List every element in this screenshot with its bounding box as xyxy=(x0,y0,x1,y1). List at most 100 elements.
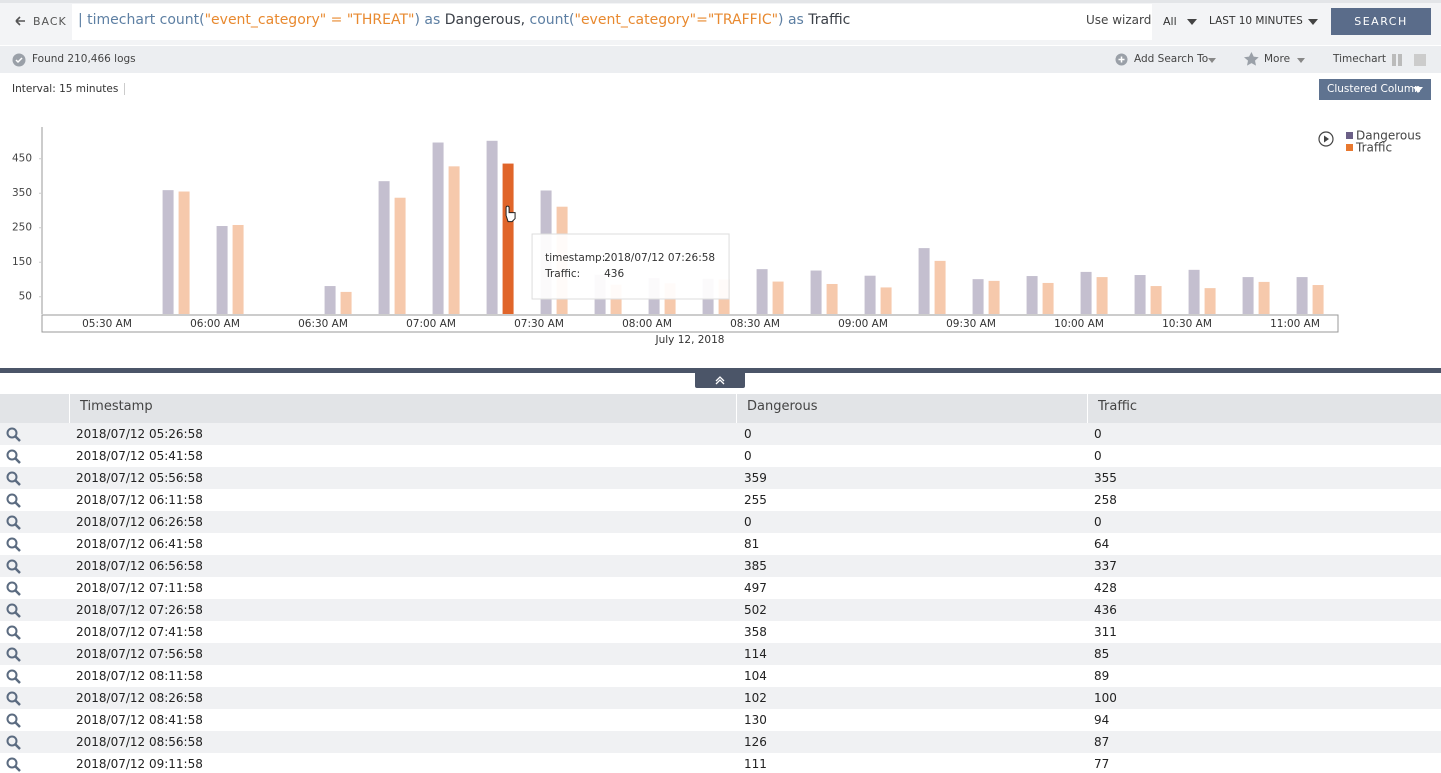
dropdown-caret xyxy=(1413,87,1423,93)
table-cell: 337 xyxy=(1094,559,1117,573)
y-tick-label: 350 xyxy=(12,187,32,199)
inspect-icon[interactable] xyxy=(6,449,22,465)
bar xyxy=(880,287,892,314)
table-cell: 0 xyxy=(1094,427,1102,441)
table-body: 2018/07/12 05:26:58 0 0 2018/07/12 05:41:58… xyxy=(0,423,1441,773)
table-row: 2018/07/12 07:11:58 497 428 xyxy=(0,577,1441,599)
bar xyxy=(1242,277,1254,314)
table-header xyxy=(0,394,1441,423)
bar xyxy=(448,166,460,314)
table-cell: 85 xyxy=(1094,647,1110,661)
view-toggle[interactable] xyxy=(1392,53,1428,67)
bar xyxy=(178,191,190,314)
column-header[interactable]: Traffic xyxy=(1098,399,1138,414)
divider[interactable] xyxy=(0,368,1441,373)
table-cell: 89 xyxy=(1094,669,1110,683)
more-menu[interactable]: More xyxy=(1264,53,1291,65)
table-cell: 2018/07/12 08:56:58 xyxy=(76,735,203,749)
bar xyxy=(432,142,444,314)
query-token: ) as xyxy=(414,12,445,28)
table-cell: 0 xyxy=(744,515,752,529)
table-cell: 126 xyxy=(744,735,767,749)
inspect-icon[interactable] xyxy=(6,559,22,575)
bar xyxy=(394,197,406,314)
cursor-icon xyxy=(505,205,516,223)
x-tick-label: 10:00 AM xyxy=(1054,318,1104,330)
inspect-icon[interactable] xyxy=(6,713,22,729)
table-cell: 0 xyxy=(1094,515,1102,529)
table-cell: 2018/07/12 07:26:58 xyxy=(76,603,203,617)
collapse-handle[interactable] xyxy=(695,371,745,388)
table-row: 2018/07/12 06:26:58 0 0 xyxy=(0,511,1441,533)
table-cell: 2018/07/12 08:41:58 xyxy=(76,713,203,727)
inspect-icon[interactable] xyxy=(6,735,22,751)
table-cell: 385 xyxy=(744,559,767,573)
interval-label: Interval: 15 minutes xyxy=(12,83,126,95)
legend-swatch xyxy=(1346,144,1353,151)
inspect-icon[interactable] xyxy=(6,625,22,641)
x-axis-box xyxy=(41,314,1339,333)
table-row: 2018/07/12 05:41:58 0 0 xyxy=(0,445,1441,467)
table-cell: 428 xyxy=(1094,581,1117,595)
back-arrow[interactable] xyxy=(14,15,26,27)
inspect-icon[interactable] xyxy=(6,757,22,773)
bar xyxy=(378,181,390,314)
table-cell: 311 xyxy=(1094,625,1117,639)
inspect-icon[interactable] xyxy=(6,669,22,685)
add-search-menu[interactable]: Add Search To xyxy=(1134,53,1209,65)
x-tick-label: 08:00 AM xyxy=(622,318,672,330)
table-cell: 2018/07/12 08:26:58 xyxy=(76,691,203,705)
table-row: 2018/07/12 07:41:58 358 311 xyxy=(0,621,1441,643)
table-cell: 2018/07/12 06:56:58 xyxy=(76,559,203,573)
inspect-icon[interactable] xyxy=(6,647,22,663)
bar xyxy=(1096,277,1108,314)
inspect-icon[interactable] xyxy=(6,493,22,509)
column-header[interactable]: Dangerous xyxy=(747,399,818,414)
query-token: ) as xyxy=(778,12,809,28)
x-tick-label: 10:30 AM xyxy=(1162,318,1212,330)
table-row: 2018/07/12 06:11:58 255 258 xyxy=(0,489,1441,511)
scope-select[interactable]: All xyxy=(1163,15,1177,28)
inspect-icon[interactable] xyxy=(6,603,22,619)
table-cell: 2018/07/12 05:41:58 xyxy=(76,449,203,463)
bar xyxy=(1026,276,1038,314)
bar xyxy=(502,163,514,314)
inspect-icon[interactable] xyxy=(6,515,22,531)
range-select[interactable]: LAST 10 MINUTES xyxy=(1209,15,1303,27)
bar xyxy=(216,226,228,314)
check-icon xyxy=(12,53,26,67)
bar xyxy=(1042,282,1054,314)
inspect-icon[interactable] xyxy=(6,471,22,487)
inspect-icon[interactable] xyxy=(6,581,22,597)
table-cell: 0 xyxy=(744,427,752,441)
table-cell: 87 xyxy=(1094,735,1110,749)
bar xyxy=(1258,281,1270,314)
legend-play-arrow xyxy=(1324,135,1329,143)
use-wizard[interactable]: Use wizard xyxy=(1086,13,1152,27)
table-cell: 77 xyxy=(1094,757,1110,771)
chart: 50 150 250 350 450 05:30 AM 06:00 AM 06:30 AM 07… xyxy=(12,127,1421,346)
search-button[interactable]: SEARCH xyxy=(1331,8,1431,35)
query-token: count( xyxy=(529,12,575,28)
bar xyxy=(772,281,784,314)
tooltip-label: timestamp: xyxy=(545,252,605,264)
inspect-icon[interactable] xyxy=(6,691,22,707)
bar xyxy=(1204,288,1216,314)
query-box[interactable] xyxy=(72,4,1152,40)
query-token: Dangerous, xyxy=(444,12,530,28)
query-text[interactable]: | timechart count("event_category" = "TH… xyxy=(78,12,850,28)
inspect-icon[interactable] xyxy=(6,427,22,443)
tooltip-value: 2018/07/12 07:26:58 xyxy=(604,252,715,264)
table-row: 2018/07/12 07:26:58 502 436 xyxy=(0,599,1441,621)
inspect-icon[interactable] xyxy=(6,537,22,553)
table-cell: 2018/07/12 08:11:58 xyxy=(76,669,203,683)
table-cell: 2018/07/12 06:26:58 xyxy=(76,515,203,529)
table-cell: 502 xyxy=(744,603,767,617)
back-button[interactable]: BACK xyxy=(33,15,67,28)
column-header[interactable]: Timestamp xyxy=(80,399,153,414)
table-cell: 0 xyxy=(744,449,752,463)
chart-type-select[interactable]: Clustered Column xyxy=(1319,79,1431,100)
table-cell: 359 xyxy=(744,471,767,485)
dropdown-caret xyxy=(1187,19,1197,25)
tooltip-value: 436 xyxy=(604,268,624,280)
